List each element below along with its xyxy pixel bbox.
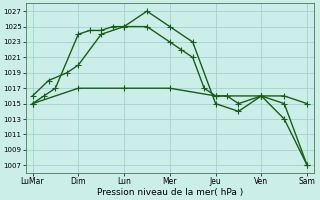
X-axis label: Pression niveau de la mer( hPa ): Pression niveau de la mer( hPa ) [97,188,243,197]
